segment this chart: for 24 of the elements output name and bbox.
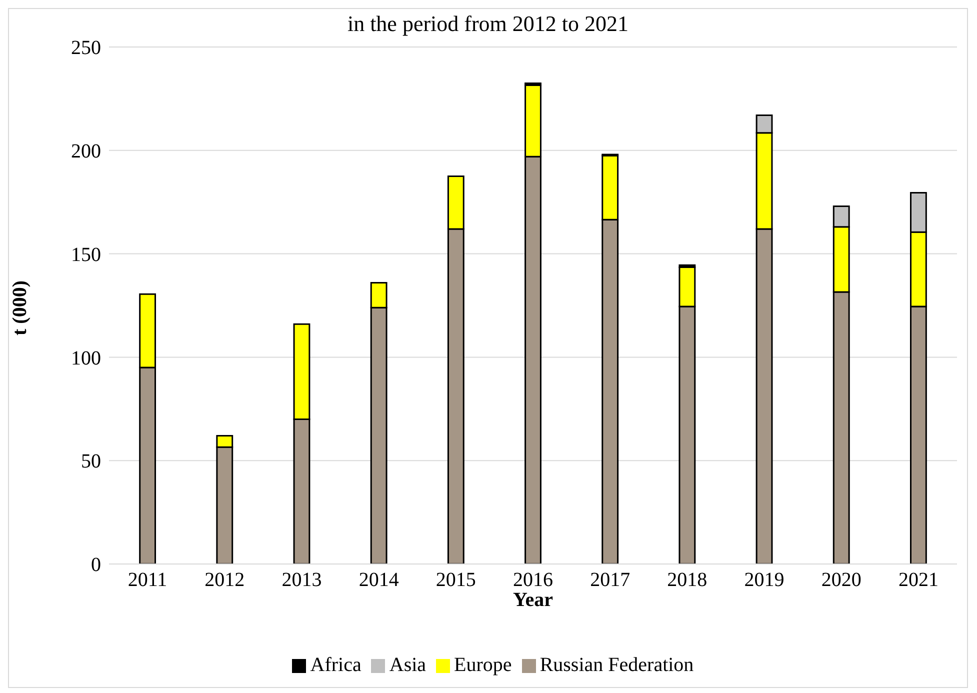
x-tick-label: 2013 [282,569,322,592]
x-tick-label: 2014 [358,569,399,592]
x-tick-label: 2012 [204,569,245,592]
legend-label: Asia [389,654,426,676]
legend-label: Africa [310,654,362,676]
y-tick-label: 250 [71,37,101,60]
y-tick-label: 0 [91,554,101,576]
x-tick-label: 2016 [513,569,553,592]
y-tick-label: 100 [71,347,101,370]
x-tick-label: 2017 [590,569,630,592]
legend-label: Russian Federation [540,654,694,676]
legend-label: Europe [454,654,512,676]
x-tick-label: 2015 [436,569,476,592]
y-axis-title: t (000) [9,280,32,336]
x-tick-label: 2020 [821,569,862,592]
y-tick-label: 150 [71,244,101,266]
y-tick-label: 50 [81,450,101,473]
y-tick-label: 200 [71,140,101,162]
x-tick-label: 2019 [744,569,784,592]
chart-title: in the period from 2012 to 2021 [346,11,630,37]
x-axis-title: Year [513,589,554,611]
x-tick-label: 2018 [667,569,708,592]
x-tick-label: 2011 [128,569,168,592]
x-tick-label: 2021 [898,569,938,592]
